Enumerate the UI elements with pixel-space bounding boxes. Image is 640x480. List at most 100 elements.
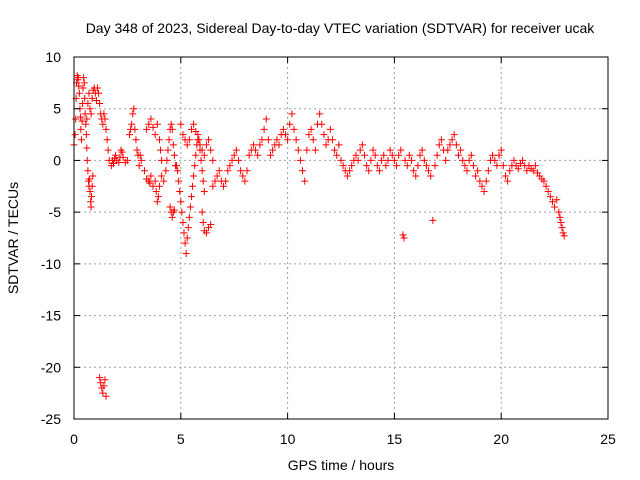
data-point (140, 167, 148, 175)
data-point (416, 151, 424, 159)
data-point (83, 115, 91, 123)
data-point (174, 167, 182, 175)
data-point (220, 182, 228, 190)
data-point (339, 162, 347, 170)
data-point (158, 172, 166, 180)
data-point (275, 141, 283, 149)
data-point (224, 167, 232, 175)
data-point (82, 120, 90, 128)
data-point (147, 172, 155, 180)
data-point (202, 141, 210, 149)
data-point (241, 177, 249, 185)
data-point (403, 162, 411, 170)
data-point (168, 125, 176, 133)
data-point (267, 151, 275, 159)
data-point (296, 156, 304, 164)
data-point (232, 146, 240, 154)
x-tick-label: 20 (493, 431, 509, 447)
data-point (88, 182, 96, 190)
data-point (160, 177, 168, 185)
data-point (418, 146, 426, 154)
data-point (83, 156, 91, 164)
data-point (401, 156, 409, 164)
data-point (457, 146, 465, 154)
data-point (258, 136, 266, 144)
data-point (335, 141, 343, 149)
data-point (484, 167, 492, 175)
y-tick-label: -20 (41, 359, 61, 375)
data-point (181, 239, 189, 247)
data-point (553, 196, 561, 204)
data-point (303, 146, 311, 154)
data-point (343, 172, 351, 180)
data-point (504, 177, 512, 185)
data-point (198, 146, 206, 154)
data-point (264, 136, 272, 144)
data-point (168, 213, 176, 221)
data-point (228, 156, 236, 164)
data-point (191, 162, 199, 170)
data-point (184, 224, 192, 232)
x-tick-label: 10 (280, 431, 296, 447)
data-point (79, 84, 87, 92)
data-point (495, 151, 503, 159)
data-point (442, 156, 450, 164)
data-point (249, 141, 257, 149)
data-point (378, 156, 386, 164)
data-point (407, 156, 415, 164)
data-point (307, 125, 315, 133)
plot-frame (73, 56, 609, 420)
data-point (88, 94, 96, 102)
data-point (128, 120, 136, 128)
data-point (476, 177, 484, 185)
data-point (410, 167, 418, 175)
data-point (175, 177, 183, 185)
data-points (70, 72, 568, 400)
data-point (371, 151, 379, 159)
data-point (454, 151, 462, 159)
data-point (360, 151, 368, 159)
data-point (420, 156, 428, 164)
data-point (435, 141, 443, 149)
data-point (226, 162, 234, 170)
data-point (179, 131, 187, 139)
data-point (463, 167, 471, 175)
data-point (77, 136, 85, 144)
data-point (169, 141, 177, 149)
data-point (322, 141, 330, 149)
data-point (288, 110, 296, 118)
data-point (499, 162, 507, 170)
data-point (414, 162, 422, 170)
data-point (286, 120, 294, 128)
data-point (529, 167, 537, 175)
data-point (199, 177, 207, 185)
data-point (346, 167, 354, 175)
data-point (194, 136, 202, 144)
data-point (309, 136, 317, 144)
data-point (86, 187, 94, 195)
data-point (305, 131, 313, 139)
data-point (165, 136, 173, 144)
x-tick-label: 25 (600, 431, 616, 447)
data-point (164, 146, 172, 154)
data-point (95, 89, 103, 97)
y-axis-label: SDTVAR / TECUs (5, 182, 21, 294)
data-point (93, 84, 101, 92)
data-point (514, 165, 522, 173)
data-point (187, 193, 195, 201)
y-tick-label: 10 (45, 49, 61, 65)
data-point (397, 146, 405, 154)
data-point (365, 167, 373, 175)
chart-title: Day 348 of 2023, Sidereal Day-to-day VTE… (86, 20, 596, 36)
data-point (145, 120, 153, 128)
data-point (331, 146, 339, 154)
data-point (213, 172, 221, 180)
data-point (491, 156, 499, 164)
data-point (299, 167, 307, 175)
data-point (544, 187, 552, 195)
data-point (163, 156, 171, 164)
data-point (446, 141, 454, 149)
data-point (187, 125, 195, 133)
data-point (71, 131, 79, 139)
